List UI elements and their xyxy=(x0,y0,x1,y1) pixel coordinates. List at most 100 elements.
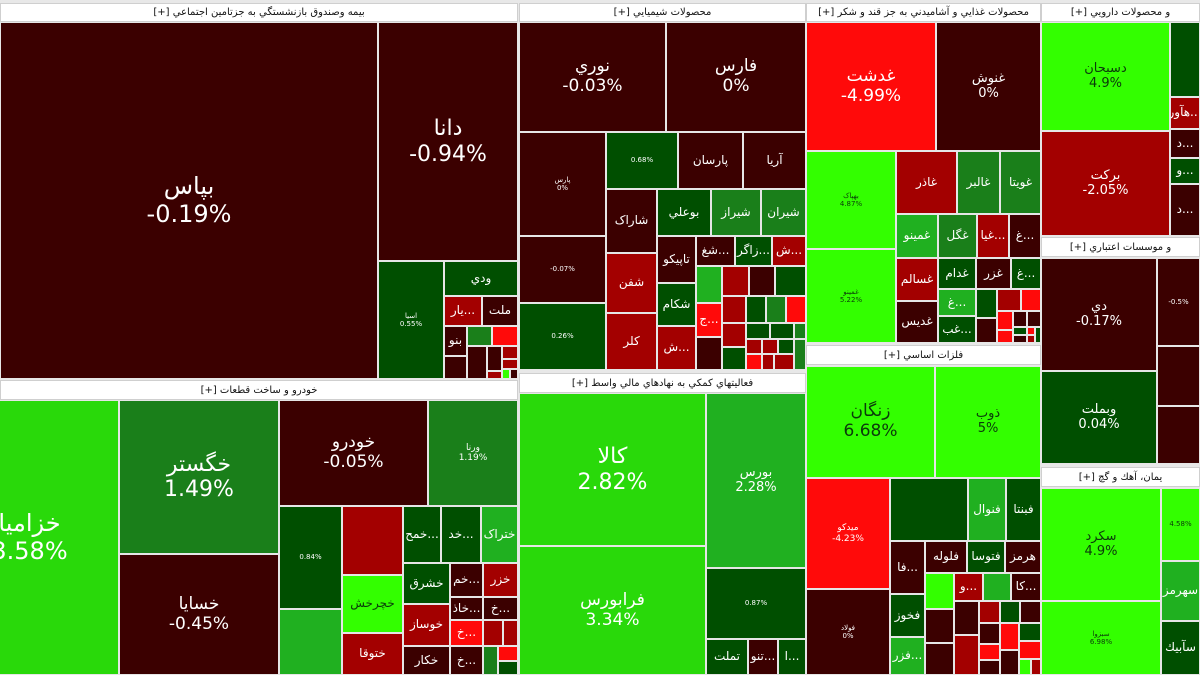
stock-tile[interactable]: برکت -2.05% xyxy=(1041,131,1170,236)
stock-tile[interactable]: ...و xyxy=(954,573,983,601)
stock-tile[interactable] xyxy=(766,296,786,323)
stock-tile[interactable]: 0.84% xyxy=(279,506,342,609)
stock-tile[interactable] xyxy=(746,323,770,339)
stock-tile[interactable]: تاپيکو xyxy=(657,236,696,283)
stock-tile[interactable] xyxy=(467,346,487,379)
stock-tile[interactable] xyxy=(1013,311,1027,327)
stock-tile[interactable] xyxy=(487,371,502,379)
stock-tile[interactable] xyxy=(1027,335,1035,343)
stock-tile[interactable]: شيران xyxy=(761,189,806,236)
stock-tile[interactable]: ...خم xyxy=(450,563,483,597)
stock-tile[interactable]: ختوقا xyxy=(342,633,403,675)
stock-tile[interactable]: غدشت -4.99% xyxy=(806,22,936,151)
stock-tile[interactable]: 4.58% xyxy=(1161,488,1200,561)
stock-tile[interactable] xyxy=(1013,327,1027,335)
stock-tile[interactable]: غمينو xyxy=(896,214,938,258)
sector-header[interactable]: فعاليتهاي کمکي به نهادهاي مالي واسط [+] xyxy=(519,373,806,393)
stock-tile[interactable]: ...فزر xyxy=(890,637,925,675)
stock-tile[interactable]: شيراز xyxy=(711,189,761,236)
stock-tile[interactable]: ...ا xyxy=(778,639,806,675)
stock-tile[interactable] xyxy=(1019,623,1041,641)
stock-tile[interactable]: ...غ xyxy=(1009,214,1041,258)
stock-tile[interactable]: غنوش 0% xyxy=(936,22,1041,151)
stock-tile[interactable] xyxy=(997,289,1021,311)
stock-tile[interactable] xyxy=(762,354,774,370)
stock-tile[interactable] xyxy=(925,643,954,675)
stock-tile[interactable]: غمينو 5.22% xyxy=(806,249,896,343)
stock-tile[interactable]: ختراک xyxy=(481,506,518,563)
stock-tile[interactable] xyxy=(1013,335,1027,343)
stock-tile[interactable]: 0.68% xyxy=(606,132,678,189)
stock-tile[interactable] xyxy=(722,347,746,370)
stock-tile[interactable] xyxy=(954,601,979,635)
stock-tile[interactable]: بهپاک 4.87% xyxy=(806,151,896,249)
stock-tile[interactable]: ...خمح xyxy=(403,506,441,563)
stock-tile[interactable]: ورنا 1.19% xyxy=(428,400,518,506)
stock-tile[interactable] xyxy=(976,289,997,318)
stock-tile[interactable]: وبملت 0.04% xyxy=(1041,371,1157,464)
stock-tile[interactable] xyxy=(444,356,467,379)
stock-tile[interactable]: پارسان xyxy=(678,132,743,189)
stock-tile[interactable]: ...ش xyxy=(772,236,806,266)
stock-tile[interactable]: ...خ xyxy=(483,597,518,620)
stock-tile[interactable]: ميدکو -4.23% xyxy=(806,478,890,589)
stock-tile[interactable] xyxy=(483,646,498,675)
stock-tile[interactable]: -0.5% xyxy=(1157,258,1200,346)
stock-tile[interactable]: غسالم xyxy=(896,258,938,301)
stock-tile[interactable]: سهرمز xyxy=(1161,561,1200,621)
stock-tile[interactable] xyxy=(279,609,342,675)
stock-tile[interactable]: 0.26% xyxy=(519,303,606,370)
stock-tile[interactable]: فلوله xyxy=(925,541,967,573)
stock-tile[interactable] xyxy=(770,323,794,339)
stock-tile[interactable] xyxy=(722,296,746,323)
stock-tile[interactable] xyxy=(762,339,778,354)
stock-tile[interactable]: خشرق xyxy=(403,563,450,604)
stock-tile[interactable] xyxy=(1000,601,1020,623)
stock-tile[interactable] xyxy=(1027,311,1041,327)
stock-tile[interactable]: خکار xyxy=(403,646,450,675)
sector-header[interactable]: خودرو و ساخت قطعات [+] xyxy=(0,380,518,400)
stock-tile[interactable]: ذوب 5% xyxy=(935,366,1041,478)
stock-tile[interactable]: خوساز xyxy=(403,604,450,646)
stock-tile[interactable]: ...ش xyxy=(657,326,696,370)
stock-tile[interactable] xyxy=(722,323,746,347)
stock-tile[interactable]: ...يار xyxy=(444,296,482,326)
stock-tile[interactable] xyxy=(925,609,954,643)
stock-tile[interactable] xyxy=(1027,327,1035,335)
stock-tile[interactable]: ...غ xyxy=(938,289,976,316)
stock-tile[interactable]: ...شغ xyxy=(696,236,735,266)
stock-tile[interactable] xyxy=(502,359,518,369)
stock-tile[interactable]: شفن xyxy=(606,253,657,313)
stock-tile[interactable]: ...زاگر xyxy=(735,236,772,266)
stock-tile[interactable]: دي -0.17% xyxy=(1041,258,1157,371)
stock-tile[interactable] xyxy=(778,339,794,354)
stock-tile[interactable]: خگستر 1.49% xyxy=(119,400,279,554)
stock-tile[interactable]: فنوال xyxy=(968,478,1006,541)
stock-tile[interactable] xyxy=(696,337,722,370)
stock-tile[interactable] xyxy=(1157,346,1200,406)
stock-tile[interactable] xyxy=(467,326,492,346)
stock-tile[interactable]: بپاس -0.19% xyxy=(0,22,378,379)
stock-tile[interactable] xyxy=(502,346,518,359)
stock-tile[interactable]: غدام xyxy=(938,258,976,289)
stock-tile[interactable] xyxy=(749,266,775,296)
stock-tile[interactable]: ...غ xyxy=(1011,258,1041,289)
stock-tile[interactable] xyxy=(746,296,766,323)
sector-header[interactable]: يمان، آهك و گچ [+] xyxy=(1041,467,1200,487)
stock-tile[interactable] xyxy=(487,346,502,371)
stock-tile[interactable] xyxy=(1019,641,1041,659)
stock-tile[interactable]: ...د xyxy=(1170,184,1200,236)
stock-tile[interactable]: ...خ xyxy=(450,620,483,646)
stock-tile[interactable]: فارس 0% xyxy=(666,22,806,132)
stock-tile[interactable]: تملت xyxy=(706,639,748,675)
stock-tile[interactable]: ملت xyxy=(482,296,518,326)
stock-tile[interactable]: ...فا xyxy=(890,541,925,594)
stock-tile[interactable] xyxy=(979,644,1000,660)
stock-tile[interactable] xyxy=(510,369,518,379)
stock-tile[interactable]: 0.87% xyxy=(706,568,806,639)
stock-tile[interactable]: کالا 2.82% xyxy=(519,393,706,546)
stock-tile[interactable]: فتوسا xyxy=(967,541,1005,573)
stock-tile[interactable]: شکام xyxy=(657,283,696,326)
stock-tile[interactable]: غالبر xyxy=(957,151,1000,214)
stock-tile[interactable]: هرمز xyxy=(1005,541,1041,573)
